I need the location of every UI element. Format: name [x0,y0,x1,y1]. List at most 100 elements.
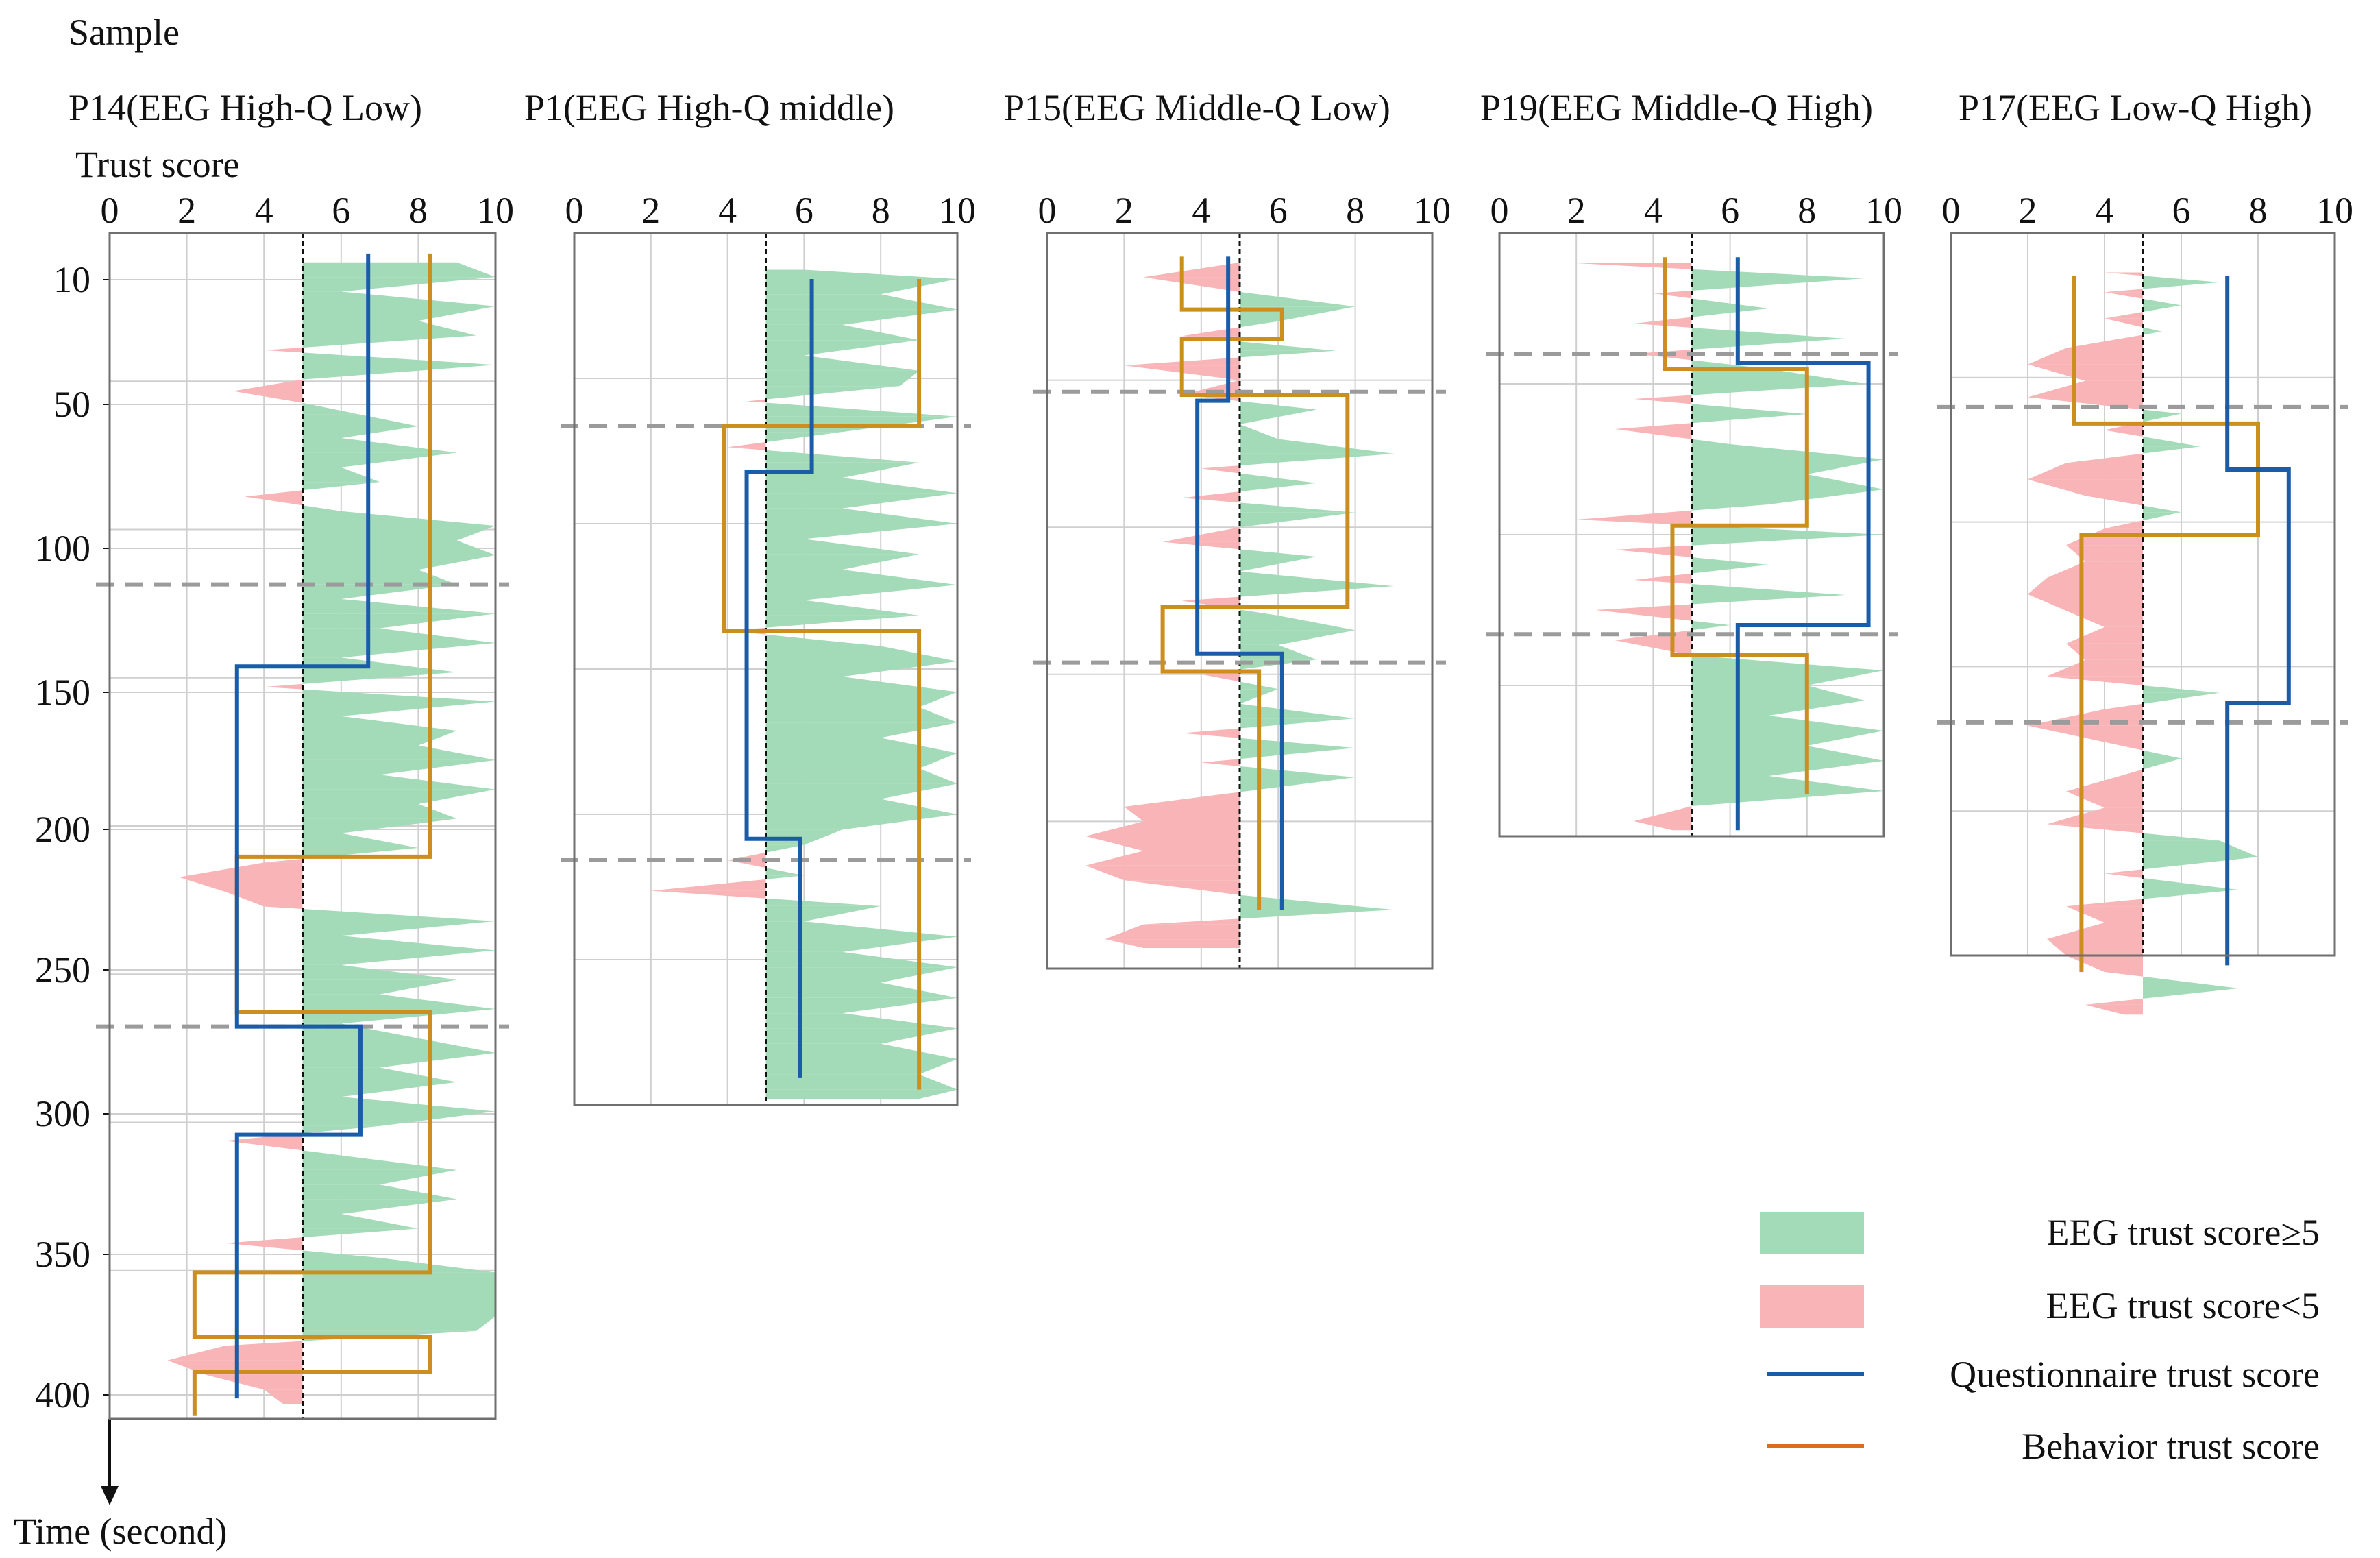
eeg-area-high [1240,341,1336,351]
eeg-area-high [2143,890,2239,899]
eeg-area-high [2143,437,2200,447]
eeg-area-high [2143,976,2239,988]
eeg-area-high [1691,474,1884,489]
eeg-area-high [302,950,495,965]
eeg-area-high [302,1184,457,1200]
eeg-area-low [2105,318,2143,328]
eeg-area-low [2105,311,2143,319]
eeg-area-high [2143,685,2220,693]
sample-label: Sample [69,12,180,53]
eeg-area-high [1240,630,1355,645]
eeg-area-high [302,789,495,804]
eeg-area-high [765,1089,957,1099]
eeg-area-low [1201,759,1240,763]
eeg-area-high [765,661,957,677]
x-tick-label: 2 [1567,190,1586,231]
eeg-area-high [765,634,881,646]
behavior-trust-line [1160,256,1350,910]
eeg-area-high [1240,453,1394,466]
questionnaire-trust-line [1735,257,1871,831]
eeg-area-high [765,997,957,1014]
panel-title: P17(EEG Low-Q High) [1959,87,2312,128]
eeg-area-high [302,1053,495,1068]
eeg-area-high [302,701,495,716]
eeg-area-high [302,1228,419,1238]
eeg-area-high [765,508,957,524]
questionnaire-trust-line [744,278,814,1078]
eeg-area-high [1240,609,1279,616]
panel-5: P17(EEG Low-Q High) 0 2 4 6 8 10 [1937,87,2353,1015]
panel-frame [1950,232,2336,957]
eeg-area-high [1240,748,1355,759]
x-tick-label: 0 [101,190,119,231]
eeg-area-low [1634,821,1692,831]
x-tick-label: 2 [641,190,660,231]
eeg-area-low [2028,397,2143,410]
eeg-area-low [1201,465,1240,469]
eeg-area-low [2028,725,2143,742]
eeg-area-high [302,414,419,426]
eeg-area-high [1691,791,1884,806]
panel-3: P15(EEG Middle-Q Low) 0 2 4 6 8 10 [1004,87,1451,970]
eeg-area-low [206,1374,303,1390]
eeg-area-low [264,347,303,350]
eeg-area-high [765,324,920,341]
eeg-area-high [1691,328,1845,339]
eeg-area-high [302,613,495,629]
eeg-area-low [179,862,303,877]
eeg-area-low [2047,561,2143,579]
eeg-area-low [1143,277,1240,292]
eeg-area-high [302,994,495,1009]
eeg-area-high [302,921,495,936]
eeg-area-high [765,340,920,356]
eeg-area-low [1653,293,1692,299]
eeg-area-high [302,803,457,819]
x-tick-label: 8 [1798,190,1816,231]
eeg-area-high [1691,439,1730,444]
eeg-area-low [2066,545,2143,562]
eeg-area-low [2028,479,2143,496]
eeg-area-high [302,511,495,526]
x-tick-label: 10 [1414,190,1451,231]
eeg-area-high [302,540,495,555]
eeg-area-low [225,1237,303,1243]
questionnaire-trust-line [234,253,371,1399]
eeg-area-high [302,598,495,614]
eeg-area-high [1240,321,1279,328]
eeg-area-high [2143,750,2181,759]
eeg-area-low [1181,733,1240,738]
eeg-area-low [264,687,303,690]
panel-frame [1046,232,1434,970]
eeg-area-high [765,905,881,922]
eeg-area-high [302,402,360,415]
time-axis-arrowhead [101,1486,119,1505]
eeg-area-high [302,1067,457,1082]
x-tick-label: 2 [177,190,196,231]
eeg-area-high [1240,766,1355,778]
panel-title: P19(EEG Middle-Q High) [1480,87,1873,128]
eeg-area-high [765,615,920,628]
eeg-area-high [302,1097,495,1112]
eeg-area-low [1105,924,1240,940]
eeg-area-high [1691,308,1769,317]
eeg-area-high [1240,571,1394,587]
x-tick-label: 10 [939,190,976,231]
eeg-area-low [264,859,303,863]
eeg-area-high [1691,565,1769,574]
eeg-area-low [2105,971,2143,977]
eeg-area-high [2143,446,2200,454]
eeg-area-high [302,657,457,672]
eeg-area-low [1576,520,1692,526]
eeg-area-high [302,964,457,980]
eeg-area-low [1634,580,1692,584]
eeg-area-low [2105,873,2143,879]
eeg-area-low [2028,380,2143,398]
eeg-area-high [1240,483,1317,492]
eeg-area-low [2124,769,2143,775]
eeg-area-low [1085,865,1240,881]
eeg-area-high [1691,298,1769,308]
y-tick-label: 150 [35,672,90,713]
x-tick-label: 4 [718,190,737,231]
eeg-area-high [765,493,957,509]
eeg-area-high [302,936,495,951]
